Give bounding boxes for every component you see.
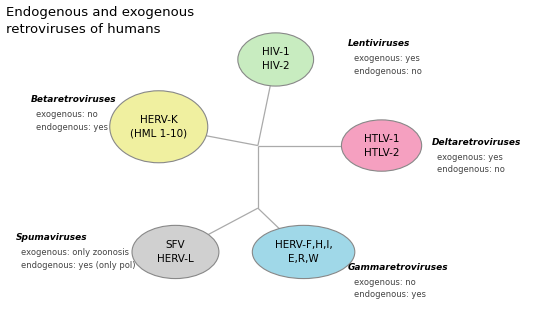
Text: exogenous: no: exogenous: no [354, 278, 416, 287]
Text: Betaretroviruses: Betaretroviruses [31, 95, 116, 105]
Text: exogenous: yes: exogenous: yes [354, 54, 419, 63]
Text: Gammaretroviruses: Gammaretroviruses [348, 263, 449, 272]
Text: HERV-K
(HML 1-10): HERV-K (HML 1-10) [130, 115, 187, 139]
Ellipse shape [132, 225, 219, 279]
Text: exogenous: only zoonosis: exogenous: only zoonosis [21, 248, 129, 257]
Text: HERV-F,H,I,
E,R,W: HERV-F,H,I, E,R,W [275, 240, 333, 264]
Ellipse shape [238, 33, 314, 86]
Ellipse shape [110, 91, 208, 163]
Text: Lentiviruses: Lentiviruses [348, 39, 411, 48]
Ellipse shape [341, 120, 422, 171]
Text: Endogenous and exogenous
retroviruses of humans: Endogenous and exogenous retroviruses of… [6, 6, 194, 36]
Text: Spumaviruses: Spumaviruses [16, 233, 87, 242]
Text: HIV-1
HIV-2: HIV-1 HIV-2 [262, 48, 290, 71]
Text: SFV
HERV-L: SFV HERV-L [157, 240, 194, 264]
Text: endogenous: no: endogenous: no [354, 67, 422, 76]
Text: endogenous: no: endogenous: no [437, 165, 505, 174]
Text: HTLV-1
HTLV-2: HTLV-1 HTLV-2 [364, 134, 399, 157]
Text: endogenous: yes (only pol): endogenous: yes (only pol) [21, 261, 136, 270]
Ellipse shape [252, 225, 355, 279]
Text: endogenous: yes: endogenous: yes [354, 290, 426, 300]
Text: Deltaretroviruses: Deltaretroviruses [432, 138, 521, 147]
Text: endogenous: yes: endogenous: yes [36, 123, 108, 132]
Text: exogenous: no: exogenous: no [36, 110, 98, 120]
Text: exogenous: yes: exogenous: yes [437, 153, 503, 162]
